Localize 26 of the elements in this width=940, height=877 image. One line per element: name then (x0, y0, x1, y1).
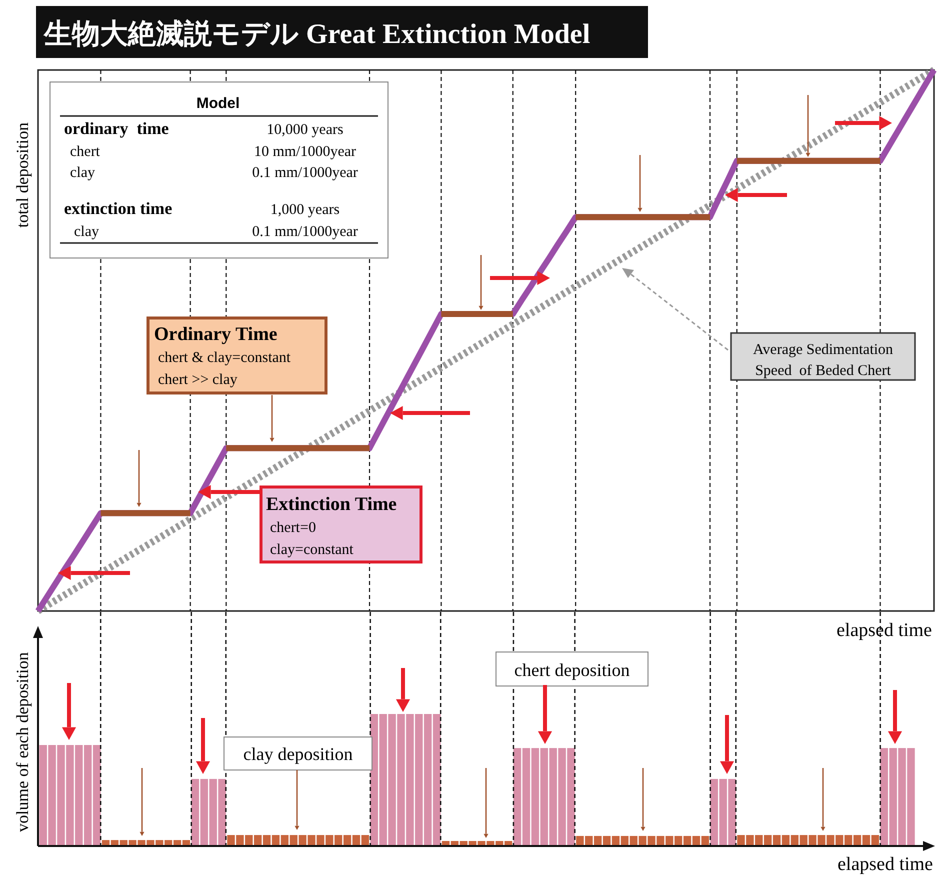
text: chert deposition (514, 660, 630, 680)
annotation: clay=constant (270, 542, 354, 558)
annotation: 10,000 years (266, 122, 344, 138)
annotation: 0.1 mm/1000year (252, 224, 358, 240)
annotation: chert >> clay (158, 372, 238, 388)
annotation: Model (196, 95, 240, 112)
annotation: 0.1 mm/1000year (252, 165, 358, 181)
annotation: 10 mm/1000year (254, 144, 356, 160)
annotation: Average Sedimentation (752, 342, 894, 358)
annotation: chert & clay=constant (158, 350, 292, 366)
annotation: Speed of Beded Chert (755, 363, 892, 379)
annotation: clay (74, 224, 100, 240)
annotation: clay (70, 165, 96, 181)
annotation: chert=0 (270, 520, 316, 536)
y-axis-title: volume of each deposition (13, 652, 32, 832)
annotation: clay deposition (243, 744, 353, 764)
annotation: 1,000 years (270, 202, 340, 218)
annotation: chert (70, 144, 101, 160)
x-axis-title: elapsed time (836, 620, 932, 641)
annotation: Extinction Time (266, 494, 397, 515)
chart-title: 生物大絶滅説モデル Great Extinction Model (43, 19, 590, 50)
annotation: extinction time (64, 199, 173, 218)
annotation: Ordinary Time (154, 324, 278, 345)
annotation: ordinary time (64, 119, 170, 138)
x-axis-title: elapsed time (838, 854, 933, 875)
y-axis-title: total deposition (13, 122, 32, 228)
